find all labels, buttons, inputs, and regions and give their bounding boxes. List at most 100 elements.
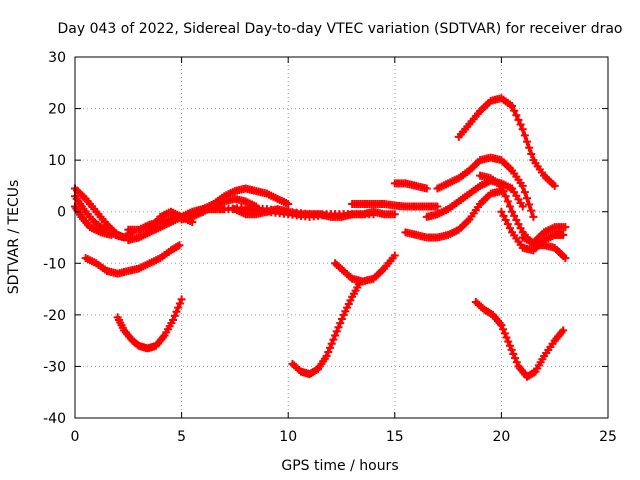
data-point bbox=[390, 210, 399, 219]
data-point bbox=[390, 251, 399, 260]
data-point bbox=[510, 211, 519, 220]
data-point bbox=[175, 299, 184, 308]
series-arc-21 bbox=[433, 153, 538, 221]
data-layer bbox=[71, 94, 570, 381]
data-point bbox=[497, 321, 506, 330]
data-point bbox=[325, 343, 334, 352]
data-point bbox=[561, 223, 570, 232]
data-point bbox=[512, 358, 521, 367]
y-tick-label: 20 bbox=[48, 102, 66, 118]
data-point bbox=[334, 323, 343, 332]
series-arc-04 bbox=[81, 241, 184, 278]
x-tick-label: 20 bbox=[492, 429, 510, 445]
series-arc-23 bbox=[471, 297, 568, 381]
data-point bbox=[433, 202, 442, 211]
series-arc-03 bbox=[71, 202, 116, 239]
data-point bbox=[518, 202, 527, 211]
data-point bbox=[514, 220, 523, 229]
data-point bbox=[499, 211, 508, 220]
data-point bbox=[177, 295, 186, 304]
data-point bbox=[516, 224, 525, 233]
series-arc-10 bbox=[188, 184, 293, 219]
series-arc-26 bbox=[518, 223, 570, 247]
data-point bbox=[329, 335, 338, 344]
ticks: 0 5 10 15 20 25 -40 -30 -20 -10 0 10 20 30 bbox=[43, 50, 617, 445]
data-point bbox=[422, 184, 431, 193]
data-point bbox=[331, 331, 340, 340]
data-point bbox=[520, 131, 529, 140]
series-arc-25 bbox=[497, 207, 568, 255]
chart-title: Day 043 of 2022, Sidereal Day-to-day VTE… bbox=[57, 21, 622, 37]
data-point bbox=[512, 111, 521, 120]
data-point bbox=[120, 233, 129, 242]
series-arc-13 bbox=[230, 205, 314, 219]
data-point bbox=[324, 347, 333, 356]
data-point bbox=[336, 319, 345, 328]
data-point bbox=[327, 339, 336, 348]
x-axis-label: GPS time / hours bbox=[281, 458, 398, 474]
data-point bbox=[561, 254, 570, 263]
data-point bbox=[522, 137, 531, 146]
data-point bbox=[520, 188, 529, 197]
series-arc-18 bbox=[390, 179, 431, 193]
data-point bbox=[332, 327, 341, 336]
data-point bbox=[504, 337, 513, 346]
x-tick-label: 15 bbox=[386, 429, 404, 445]
data-point bbox=[508, 207, 517, 216]
data-point bbox=[508, 101, 517, 110]
data-point bbox=[527, 149, 536, 158]
x-tick-label: 10 bbox=[279, 429, 297, 445]
data-point bbox=[559, 230, 568, 239]
data-point bbox=[518, 181, 527, 190]
data-point bbox=[505, 202, 514, 211]
y-tick-label: -10 bbox=[43, 256, 66, 272]
data-point bbox=[337, 314, 346, 323]
data-point bbox=[174, 303, 183, 312]
data-point bbox=[175, 241, 184, 250]
x-tick-label: 0 bbox=[71, 429, 80, 445]
data-point bbox=[503, 197, 512, 206]
data-point bbox=[518, 125, 527, 134]
y-tick-label: -40 bbox=[43, 411, 66, 427]
data-point bbox=[509, 350, 518, 359]
series-arc-16 bbox=[305, 207, 399, 221]
data-point bbox=[507, 345, 516, 354]
y-tick-label: 0 bbox=[57, 205, 66, 221]
data-point bbox=[497, 207, 506, 216]
y-tick-label: -30 bbox=[43, 359, 66, 375]
y-tick-label: 30 bbox=[48, 50, 66, 66]
data-point bbox=[525, 143, 534, 152]
data-point bbox=[499, 187, 508, 196]
series-arc-05 bbox=[113, 295, 186, 353]
data-point bbox=[172, 307, 181, 316]
data-point bbox=[516, 120, 525, 129]
data-point bbox=[559, 326, 568, 335]
data-point bbox=[497, 181, 506, 190]
series-arc-15 bbox=[331, 251, 399, 286]
data-point bbox=[505, 341, 514, 350]
y-tick-label: -20 bbox=[43, 308, 66, 324]
y-axis-label: SDTVAR / TECUs bbox=[6, 180, 22, 295]
data-point bbox=[501, 215, 510, 224]
data-point bbox=[550, 181, 559, 190]
data-point bbox=[522, 194, 531, 203]
data-point bbox=[169, 316, 178, 325]
data-point bbox=[322, 352, 331, 361]
y-tick-label: 10 bbox=[48, 153, 66, 169]
series-arc-19 bbox=[401, 187, 506, 242]
data-point bbox=[501, 192, 510, 201]
series-arc-17 bbox=[348, 199, 442, 211]
data-point bbox=[284, 199, 293, 208]
data-point bbox=[505, 224, 514, 233]
data-point bbox=[525, 200, 534, 209]
data-point bbox=[514, 115, 523, 124]
data-point bbox=[503, 220, 512, 229]
series-arc-22 bbox=[454, 94, 559, 190]
plot-frame bbox=[74, 56, 609, 419]
data-point bbox=[502, 333, 511, 342]
data-point bbox=[170, 311, 179, 320]
data-point bbox=[529, 212, 538, 221]
data-point bbox=[511, 354, 520, 363]
